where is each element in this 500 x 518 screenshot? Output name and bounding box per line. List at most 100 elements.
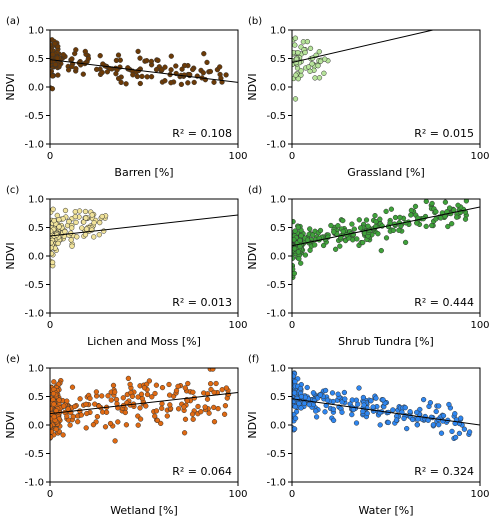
data-point bbox=[125, 375, 132, 382]
panel-label: (f) bbox=[248, 354, 259, 365]
y-tick-label: -0.5 bbox=[24, 111, 44, 122]
data-point bbox=[148, 58, 155, 65]
data-point bbox=[104, 69, 111, 75]
data-point bbox=[339, 409, 345, 415]
y-tick-label: -1.0 bbox=[266, 309, 286, 320]
data-point bbox=[307, 247, 313, 253]
data-point bbox=[137, 55, 143, 61]
data-point bbox=[393, 417, 400, 423]
data-point bbox=[292, 228, 298, 234]
panel-label: (e) bbox=[6, 354, 20, 365]
data-point bbox=[356, 385, 362, 391]
r-squared-label: R² = 0.013 bbox=[172, 296, 232, 309]
data-point bbox=[324, 397, 331, 403]
data-point bbox=[65, 67, 72, 73]
data-point bbox=[292, 255, 296, 261]
scatter-points bbox=[50, 368, 232, 444]
data-point bbox=[168, 80, 174, 86]
data-point bbox=[56, 224, 62, 230]
data-point bbox=[53, 426, 59, 432]
data-point bbox=[162, 64, 168, 70]
data-point bbox=[168, 67, 174, 73]
data-point bbox=[73, 47, 79, 53]
data-point bbox=[383, 208, 389, 215]
data-point bbox=[306, 401, 312, 408]
data-point bbox=[329, 390, 336, 396]
data-point bbox=[427, 400, 434, 406]
y-tick-label: 1.0 bbox=[270, 26, 286, 37]
data-point bbox=[51, 379, 57, 385]
data-point bbox=[335, 391, 341, 397]
data-point bbox=[396, 227, 402, 233]
data-point bbox=[412, 203, 419, 210]
data-point bbox=[178, 81, 185, 88]
data-point bbox=[190, 416, 196, 422]
data-point bbox=[141, 385, 148, 391]
data-point bbox=[370, 404, 376, 410]
data-point bbox=[375, 231, 381, 237]
data-point bbox=[322, 387, 329, 394]
data-point bbox=[69, 243, 75, 249]
data-point bbox=[64, 413, 70, 419]
panel-4: 1.0 0.5 0.0 -0.5 -1.00 100 Shrub Tundra [%] NDV… bbox=[246, 185, 490, 348]
y-axis-title: NDVI bbox=[246, 242, 259, 269]
data-point bbox=[56, 217, 62, 223]
x-tick-label: 100 bbox=[470, 320, 489, 331]
data-point bbox=[120, 395, 126, 401]
data-point bbox=[328, 222, 334, 229]
data-point bbox=[438, 215, 444, 221]
data-point bbox=[295, 224, 301, 230]
data-point bbox=[342, 396, 348, 402]
data-point bbox=[322, 56, 328, 62]
data-point bbox=[185, 80, 191, 86]
data-point bbox=[211, 79, 217, 85]
data-point bbox=[97, 53, 103, 59]
data-point bbox=[292, 266, 296, 272]
data-point bbox=[301, 400, 307, 407]
data-point bbox=[91, 220, 97, 226]
data-point bbox=[69, 225, 75, 231]
panel-label: (b) bbox=[248, 16, 262, 27]
data-point bbox=[62, 207, 69, 214]
data-point bbox=[115, 419, 121, 425]
data-point bbox=[113, 396, 120, 403]
data-point bbox=[428, 414, 434, 420]
y-tick-label: 0.5 bbox=[28, 54, 44, 65]
x-axis-title: Lichen and Moss [%] bbox=[87, 335, 201, 348]
data-point bbox=[211, 419, 218, 425]
data-point bbox=[446, 205, 453, 211]
data-point bbox=[113, 57, 120, 64]
data-point bbox=[221, 411, 228, 417]
data-point bbox=[215, 405, 221, 412]
data-point bbox=[73, 66, 79, 72]
data-point bbox=[360, 239, 366, 246]
data-point bbox=[331, 229, 337, 235]
data-point bbox=[152, 413, 158, 419]
data-point bbox=[60, 52, 67, 58]
y-tick-label: 0.5 bbox=[28, 223, 44, 234]
x-axis-title: Shrub Tundra [%] bbox=[338, 335, 434, 348]
data-point bbox=[317, 58, 324, 64]
data-point bbox=[80, 71, 86, 77]
data-point bbox=[307, 226, 313, 232]
data-point bbox=[302, 49, 308, 56]
data-point bbox=[93, 66, 100, 73]
data-point bbox=[462, 216, 469, 222]
data-point bbox=[50, 206, 56, 212]
panel-label: (c) bbox=[6, 185, 19, 196]
data-point bbox=[463, 199, 470, 204]
data-point bbox=[430, 422, 437, 428]
panel-2: 1.0 0.5 0.0 -0.5 -1.00 100 Grassland [%] NDVI (b… bbox=[246, 16, 490, 179]
data-point bbox=[292, 426, 298, 432]
data-point bbox=[73, 219, 79, 226]
y-tick-label: 1.0 bbox=[28, 195, 44, 206]
data-point bbox=[388, 206, 395, 212]
data-point bbox=[414, 422, 420, 428]
data-point bbox=[446, 401, 452, 408]
data-point bbox=[82, 208, 89, 215]
y-axis-title: NDVI bbox=[246, 73, 259, 100]
data-point bbox=[93, 389, 100, 395]
data-point bbox=[363, 217, 370, 223]
data-point bbox=[330, 406, 337, 412]
